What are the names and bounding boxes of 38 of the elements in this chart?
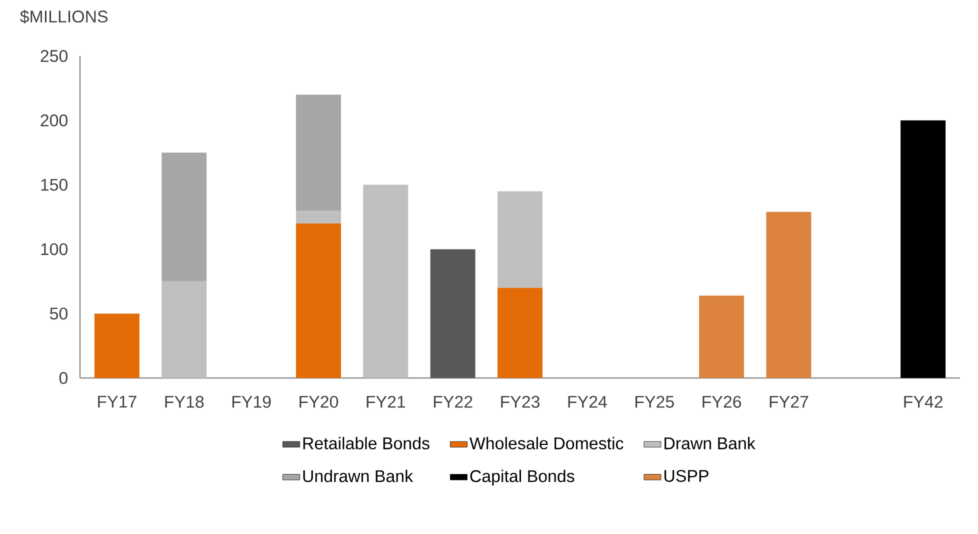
legend-label: Wholesale Domestic <box>470 436 624 450</box>
y-tick-label: 100 <box>41 243 68 256</box>
legend-label: Drawn Bank <box>664 436 756 450</box>
bar <box>699 296 744 378</box>
y-axis-title: $MILLIONS <box>20 10 108 24</box>
bar <box>162 281 207 378</box>
x-tick-label: FY24 <box>568 396 607 408</box>
bar <box>363 184 408 378</box>
legend-label: Capital Bonds <box>470 470 574 486</box>
bar <box>430 249 476 378</box>
x-tick-label: FY26 <box>702 396 742 408</box>
bar <box>498 191 543 288</box>
legend-label: USPP <box>664 470 708 482</box>
x-tick-label: FY17 <box>98 396 136 408</box>
x-tick-label: FY25 <box>636 396 674 408</box>
bar <box>498 288 543 378</box>
y-tick-label: 0 <box>59 372 68 384</box>
bar <box>162 152 207 282</box>
bar <box>900 120 946 378</box>
y-tick-label: 200 <box>40 114 68 126</box>
x-tick-label: FY20 <box>300 396 338 408</box>
x-tick-label: FY18 <box>165 396 204 408</box>
y-tick-label: 50 <box>50 308 68 320</box>
y-tick-label: 150 <box>41 178 68 191</box>
x-tick-label: FY27 <box>770 396 808 408</box>
x-tick-label: FY22 <box>434 396 472 408</box>
bar <box>296 94 341 211</box>
bar <box>766 212 812 378</box>
x-tick-label: FY21 <box>366 396 406 408</box>
bar <box>94 314 140 378</box>
legend-label: Undrawn Bank <box>303 470 414 482</box>
x-tick-label: FY19 <box>232 396 271 408</box>
bar <box>296 210 341 224</box>
y-tick-label: 250 <box>40 50 68 62</box>
legend-label: Retailable Bonds <box>303 436 430 450</box>
bar <box>296 223 341 378</box>
x-tick-label: FY42 <box>904 396 942 408</box>
x-tick-label: FY23 <box>501 396 540 408</box>
